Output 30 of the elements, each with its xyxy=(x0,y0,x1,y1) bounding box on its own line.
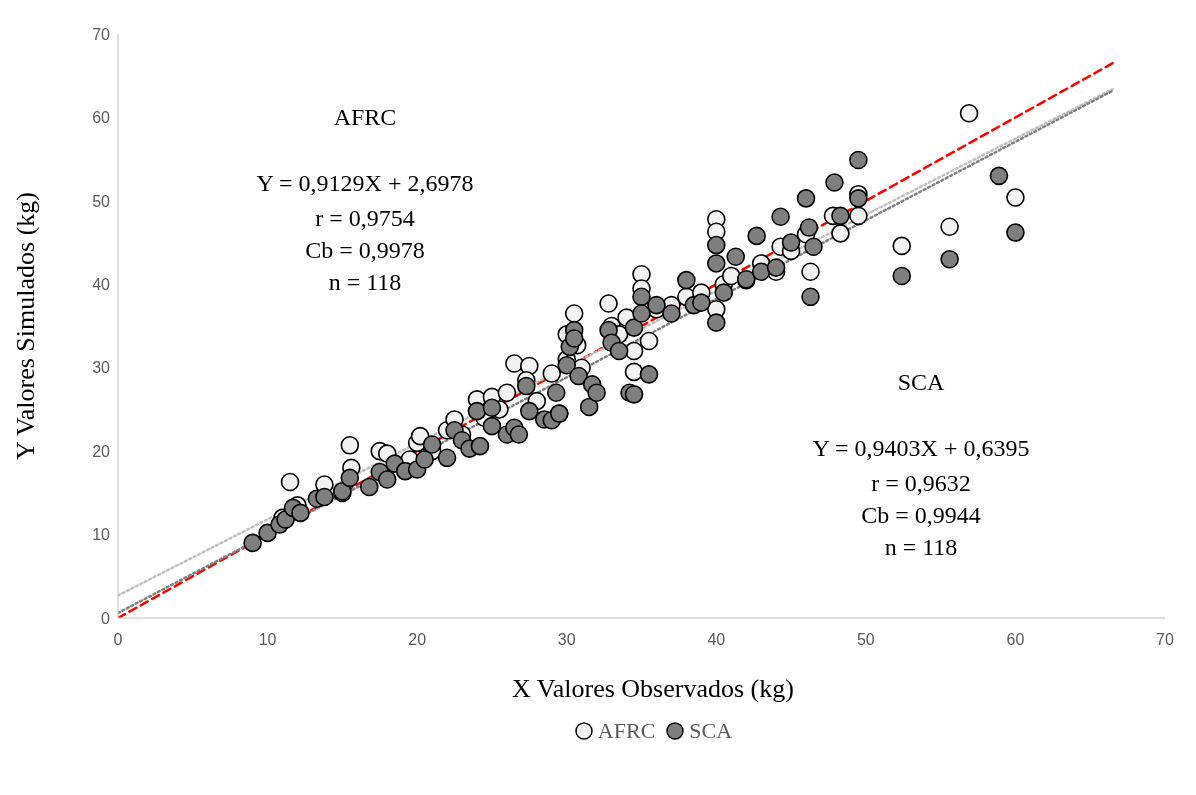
annotation: Y = 0,9129X + 2,6978 xyxy=(255,169,475,197)
x-tick-label: 60 xyxy=(1006,631,1025,649)
x-tick-label: 50 xyxy=(856,631,875,649)
x-tick-label: 0 xyxy=(113,631,123,649)
annotation: SCA xyxy=(896,368,946,396)
y-tick-label: 10 xyxy=(92,526,111,544)
annotation: r = 0,9754 xyxy=(314,204,416,232)
annotation: Cb = 0,9978 xyxy=(304,236,426,264)
annotation: n = 118 xyxy=(883,533,959,561)
x-tick-label: 20 xyxy=(408,631,427,649)
legend-label: AFRC xyxy=(597,718,656,744)
y-tick-label: 20 xyxy=(92,442,111,460)
legend-label: SCA xyxy=(689,718,733,744)
annotation: r = 0,9632 xyxy=(870,469,972,497)
x-tick-label: 70 xyxy=(1156,631,1174,649)
y-axis-title: Y Valores Simulados (kg) xyxy=(11,192,41,460)
annotation: Cb = 0,9944 xyxy=(860,501,982,529)
y-tick-label: 40 xyxy=(92,275,111,293)
annotation: Y = 0,9403X + 0,6395 xyxy=(811,434,1031,462)
annotation: AFRC xyxy=(332,103,398,131)
x-tick-label: 30 xyxy=(557,631,576,649)
x-tick-label: 40 xyxy=(707,631,726,649)
y-tick-label: 0 xyxy=(101,609,111,627)
y-tick-label: 30 xyxy=(92,359,111,377)
y-tick-label: 50 xyxy=(92,192,111,210)
x-axis-title: X Valores Observados (kg) xyxy=(511,674,795,704)
y-tick-label: 60 xyxy=(92,109,111,127)
annotation: n = 118 xyxy=(327,268,403,296)
x-tick-label: 10 xyxy=(258,631,277,649)
y-tick-label: 70 xyxy=(92,25,111,43)
